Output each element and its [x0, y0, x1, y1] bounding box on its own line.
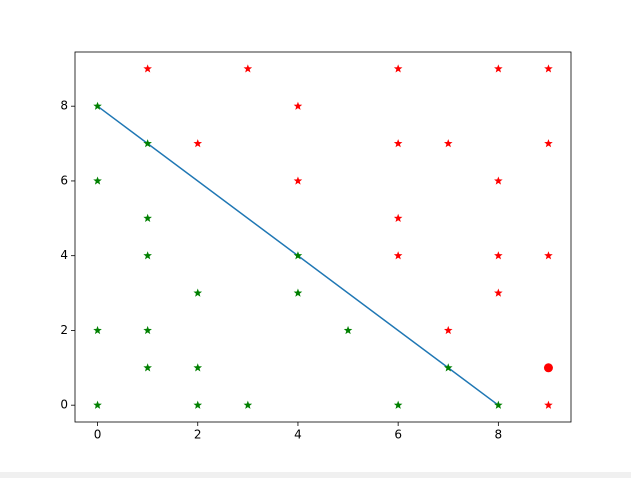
point [143, 139, 152, 148]
point [293, 101, 303, 110]
point [494, 176, 503, 185]
point [393, 139, 403, 148]
point [443, 325, 453, 335]
toolbar [0, 472, 631, 478]
point [143, 363, 152, 372]
point [544, 139, 553, 148]
point [193, 288, 203, 297]
point [494, 251, 503, 260]
plot-frame [74, 51, 572, 423]
point [494, 400, 503, 409]
point [243, 64, 253, 73]
point [343, 325, 353, 335]
point [243, 400, 253, 409]
point [93, 325, 102, 335]
y-tick-label: 2 [60, 323, 68, 337]
point [93, 400, 102, 409]
y-tick-label: 8 [60, 99, 68, 113]
point [293, 288, 303, 297]
point [93, 176, 102, 185]
point [494, 288, 503, 297]
x-tick-label: 2 [194, 428, 202, 442]
point [494, 64, 503, 73]
point [293, 176, 303, 185]
x-tick-label: 6 [394, 428, 402, 442]
y-tick-label: 4 [60, 248, 68, 262]
point [393, 213, 403, 222]
point [143, 64, 152, 73]
point [293, 251, 303, 260]
point [544, 400, 553, 409]
x-tick-label: 8 [495, 428, 503, 442]
point [393, 251, 403, 260]
point [143, 251, 152, 260]
point [543, 363, 553, 373]
point [393, 64, 403, 73]
point [93, 101, 102, 110]
point [544, 251, 553, 260]
point [443, 363, 453, 372]
x-tick-label: 4 [294, 428, 302, 442]
point [193, 400, 203, 409]
point [193, 139, 203, 148]
point [544, 64, 553, 73]
point [143, 325, 152, 335]
y-tick-label: 0 [60, 398, 68, 412]
point [443, 139, 453, 148]
y-tick-label: 6 [60, 173, 68, 187]
point [193, 363, 203, 372]
x-tick-label: 0 [94, 428, 102, 442]
point [393, 400, 403, 409]
point [143, 213, 152, 222]
